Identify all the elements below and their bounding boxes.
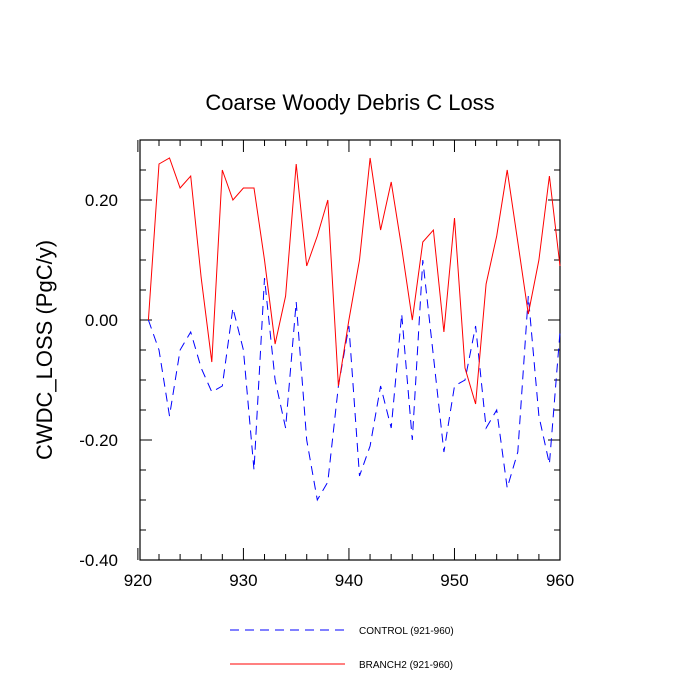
- y-tick-label: -0.40: [79, 551, 118, 570]
- branch2-series-line: [147, 157, 561, 405]
- x-tick-label: 940: [335, 571, 363, 590]
- legend-label: BRANCH2 (921-960): [359, 660, 453, 671]
- x-tick-label: 950: [440, 571, 468, 590]
- plot-frame: [139, 139, 561, 561]
- y-tick-label: -0.20: [79, 431, 118, 450]
- chart-title: Coarse Woody Debris C Loss: [205, 90, 494, 115]
- x-tick-label: 960: [546, 571, 574, 590]
- x-tick-label: 930: [229, 571, 257, 590]
- y-tick-label: 0.00: [85, 311, 118, 330]
- x-tick-label: 920: [124, 571, 152, 590]
- series-lines: [147, 157, 561, 502]
- legend-label: CONTROL (921-960): [359, 626, 454, 637]
- tick-labels: 920 930 940 950 960 -0.40 -0.20 0.00 0.20: [79, 191, 574, 590]
- y-axis-label: CWDC_LOSS (PgC/y): [32, 240, 57, 460]
- axis-ticks: [137, 139, 561, 561]
- legend: CONTROL (921-960) BRANCH2 (921-960): [230, 626, 454, 671]
- control-series-line: [147, 259, 561, 502]
- y-tick-label: 0.20: [85, 191, 118, 210]
